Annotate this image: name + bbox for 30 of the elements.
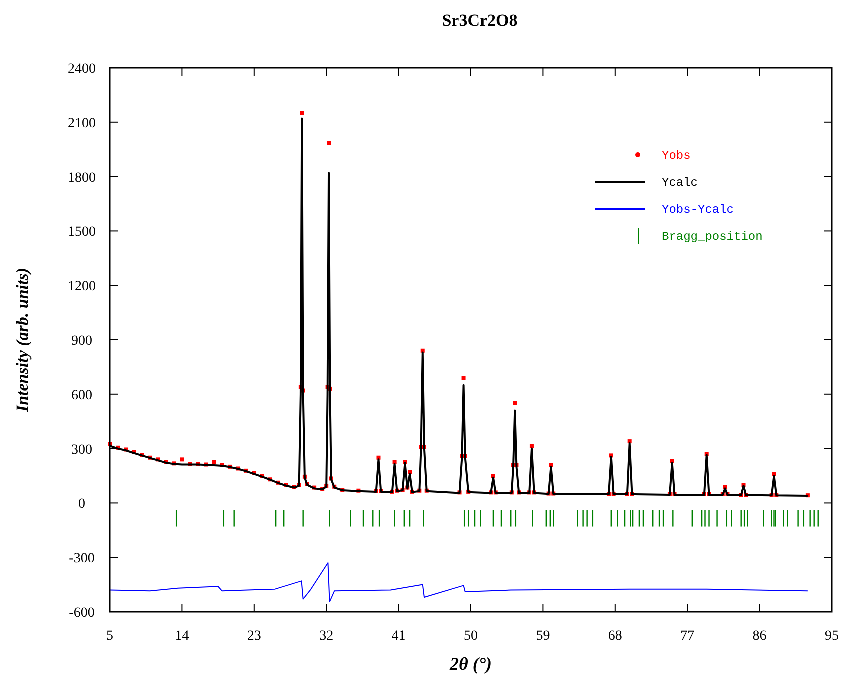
y-tick-label: 900 [72,334,92,349]
y-tick-label: 0 [78,497,86,512]
y-tick-label: -300 [69,552,95,567]
line-series [110,562,808,603]
x-tick-label: 14 [175,629,190,644]
x-tick-label: 23 [247,629,262,644]
y-tick-label: 300 [72,442,92,458]
legend-label: Yobs-Ycalc [662,203,734,217]
x-tick-label: 5 [106,629,114,644]
legend-label: Ycalc [662,176,698,190]
x-tick-label: 32 [320,629,334,644]
legend-label: Bragg_position [662,230,763,244]
x-tick-label: 41 [392,629,406,644]
x-tick-label: 95 [825,629,839,644]
x-axis-title: 2θ (°) [448,654,492,674]
x-tick-label: 50 [464,629,478,644]
x-tick-label: 86 [752,629,767,644]
y-tick-label: 1500 [68,225,96,240]
y-tick-label: -600 [69,606,95,621]
x-tick-label: 59 [536,629,550,644]
x-tick-label: 68 [608,629,622,644]
y-tick-label: 2400 [68,62,96,77]
y-tick-label: 2100 [68,116,96,132]
y-tick-label: 1800 [68,170,96,186]
y-axis-title: Intensity (arb. units) [13,268,32,414]
chart-title: Sr3Cr2O8 [442,11,518,30]
y-tick-label: 1200 [68,280,96,295]
x-tick-label: 77 [680,629,695,644]
y-tick-label: 600 [72,388,92,404]
legend-label: Yobs [662,149,691,163]
